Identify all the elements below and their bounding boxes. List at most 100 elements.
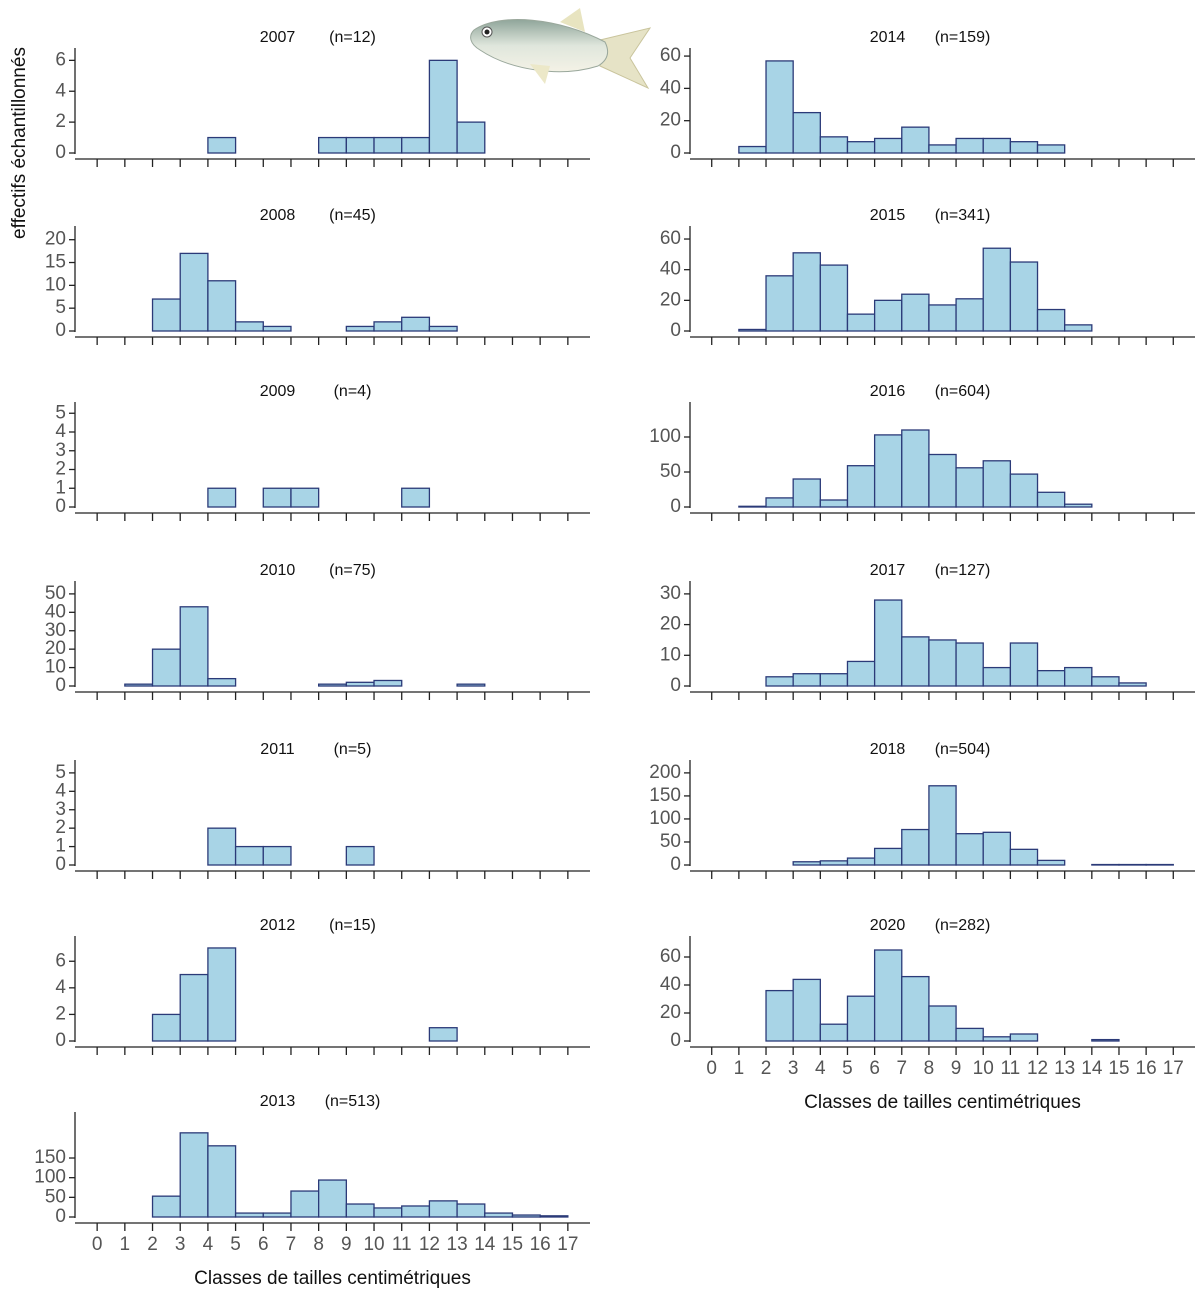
panel-title: 2010: [260, 562, 296, 579]
panel-subtitle: (n=513): [325, 1093, 381, 1110]
y-tick-label: 4: [55, 421, 66, 442]
bar: [373, 1207, 403, 1218]
x-tick-label: 15: [502, 1234, 523, 1255]
bar: [401, 136, 431, 154]
bar: [124, 683, 154, 687]
y-tick-label: 60: [660, 45, 681, 66]
y-tick-label: 100: [649, 426, 681, 447]
bar: [1091, 676, 1120, 687]
bar: [539, 1215, 569, 1218]
panel-title: 2007: [260, 29, 296, 46]
y-tick-label: 100: [34, 1167, 66, 1188]
bar: [428, 325, 458, 332]
y-tick-label: 100: [649, 808, 681, 829]
bar: [511, 1214, 541, 1218]
bar: [792, 478, 821, 508]
bar: [345, 136, 375, 154]
y-tick-label: 50: [660, 461, 681, 482]
bar: [207, 136, 237, 154]
bar: [456, 683, 486, 687]
panel-subtitle: (n=604): [935, 383, 991, 400]
panel-title: 2012: [260, 917, 296, 934]
x-tick-label: 16: [1136, 1058, 1157, 1079]
y-tick-label: 20: [660, 289, 681, 310]
histogram-panel: 2007 (n=12) 0 2 4 6 effectifs échantillonnés: [9, 29, 590, 239]
bar: [290, 487, 320, 508]
x-tick-label: 11: [1001, 1058, 1021, 1079]
bar: [401, 487, 431, 508]
x-tick-label: 3: [175, 1234, 186, 1255]
bar: [1036, 859, 1066, 866]
bar: [179, 606, 209, 687]
bar: [484, 1212, 514, 1218]
panel-subtitle: (n=127): [935, 562, 991, 579]
bar: [179, 252, 209, 332]
bar: [901, 429, 930, 508]
y-tick-label: 30: [45, 620, 66, 641]
bar: [982, 460, 1012, 508]
panel-subtitle: (n=4): [334, 383, 372, 400]
bar: [846, 857, 876, 866]
bar: [345, 1203, 375, 1218]
bar: [1036, 669, 1066, 687]
y-tick-label: 4: [55, 977, 66, 998]
bar: [179, 973, 209, 1042]
x-tick-label: 14: [474, 1234, 496, 1255]
x-tick-label: 2: [761, 1058, 772, 1079]
panel-title: 2014: [870, 29, 906, 46]
bar: [207, 947, 237, 1042]
bar: [982, 1036, 1012, 1042]
bar: [318, 1179, 347, 1218]
y-tick-label: 0: [670, 854, 681, 875]
x-tick-label: 9: [951, 1058, 962, 1079]
fish-illustration: [470, 8, 652, 90]
y-tick-label: 20: [45, 638, 66, 659]
y-tick-label: 20: [660, 110, 681, 131]
y-tick-label: 20: [660, 1002, 681, 1023]
y-tick-label: 30: [660, 583, 681, 604]
bar: [373, 321, 403, 332]
y-tick-label: 2: [55, 111, 66, 132]
bar: [982, 831, 1012, 866]
bar: [738, 145, 767, 154]
y-tick-label: 0: [55, 320, 66, 341]
bar: [901, 126, 930, 154]
bar: [262, 845, 292, 866]
bar: [207, 487, 237, 508]
y-tick-label: 40: [660, 974, 681, 995]
bar: [792, 978, 821, 1042]
panel-subtitle: (n=504): [935, 741, 991, 758]
bar: [819, 1023, 849, 1042]
y-tick-label: 0: [670, 320, 681, 341]
bar: [819, 264, 849, 332]
y-tick-label: 6: [55, 950, 66, 971]
bar: [1118, 682, 1147, 687]
histogram-panel: 2016 (n=604) 0 50 100: [649, 383, 1195, 521]
panel-title: 2018: [870, 741, 906, 758]
bar: [234, 1212, 264, 1218]
bar: [373, 679, 403, 687]
x-tick-label: 4: [815, 1058, 826, 1079]
bar: [765, 676, 794, 687]
panel-subtitle: (n=75): [329, 562, 376, 579]
panel-title: 2020: [870, 917, 906, 934]
bar: [819, 136, 849, 154]
bar: [846, 141, 876, 154]
bar: [345, 325, 375, 332]
y-tick-label: 0: [55, 675, 66, 696]
bar: [318, 683, 347, 687]
y-tick-label: 2: [55, 459, 66, 480]
bar: [928, 304, 957, 332]
bar: [179, 1132, 209, 1218]
x-tick-label: 3: [788, 1058, 799, 1079]
bar: [1091, 1038, 1120, 1042]
bar: [373, 136, 403, 154]
y-tick-label: 10: [660, 644, 681, 665]
bar: [765, 275, 794, 332]
bar: [1036, 491, 1066, 508]
bar: [955, 467, 984, 508]
